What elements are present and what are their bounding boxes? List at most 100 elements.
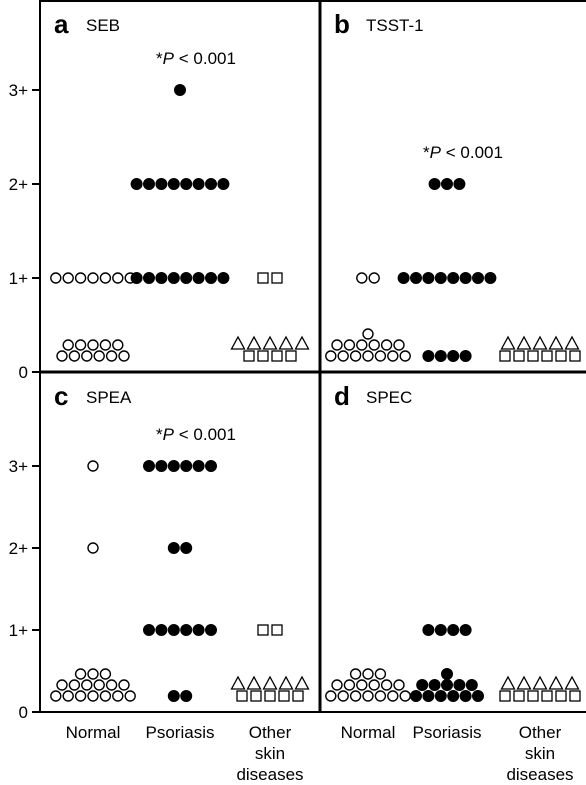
annotation-rest: < 0.001 — [174, 425, 236, 444]
x-category-label: Other skin diseases — [236, 723, 303, 784]
annotation-p: P — [430, 143, 442, 162]
significance-annotation: *P < 0.001 — [156, 49, 236, 68]
data-point-psoriasis — [180, 272, 193, 284]
data-point-psoriasis — [428, 679, 441, 691]
y-tick-label: 2+ — [9, 539, 28, 558]
data-point-other-triangle — [564, 675, 580, 690]
data-point-other-square — [243, 350, 255, 362]
data-point-psoriasis — [434, 624, 447, 636]
data-point-psoriasis — [434, 690, 447, 702]
data-point-normal — [87, 339, 99, 351]
data-point-psoriasis — [180, 690, 193, 702]
data-point-normal — [112, 272, 124, 284]
annotation-rest: < 0.001 — [174, 49, 236, 68]
data-point-normal — [105, 679, 118, 691]
data-point-psoriasis — [428, 178, 441, 190]
data-point-normal — [62, 690, 74, 702]
data-point-normal — [393, 339, 405, 351]
data-point-psoriasis — [459, 624, 472, 636]
data-point-psoriasis — [192, 624, 205, 636]
significance-annotation: *P < 0.001 — [156, 425, 236, 444]
data-point-psoriasis — [447, 272, 460, 284]
data-point-psoriasis — [441, 178, 453, 190]
data-point-normal — [87, 668, 99, 680]
data-point-normal — [87, 272, 99, 284]
data-point-normal — [105, 350, 118, 362]
data-point-normal — [68, 679, 81, 691]
data-point-normal — [93, 350, 105, 362]
data-point-other-triangle — [532, 675, 548, 690]
data-point-normal — [50, 690, 62, 702]
annotation-star: * — [156, 49, 163, 68]
data-point-other-triangle — [516, 335, 532, 350]
data-point-normal — [380, 339, 393, 351]
data-point-psoriasis — [465, 679, 478, 691]
data-point-normal — [337, 350, 349, 362]
data-point-normal — [325, 690, 337, 702]
data-point-normal — [74, 272, 87, 284]
x-category-label-line: Normal — [341, 723, 396, 742]
data-point-psoriasis — [192, 272, 205, 284]
data-point-psoriasis — [143, 624, 155, 636]
data-point-other-triangle — [278, 335, 294, 350]
data-point-normal — [374, 350, 387, 362]
data-point-psoriasis — [180, 460, 193, 472]
data-point-normal — [331, 679, 343, 691]
data-point-normal — [362, 690, 374, 702]
data-point-normal — [68, 350, 81, 362]
data-point-normal — [387, 350, 399, 362]
data-point-other-square — [499, 690, 511, 702]
data-point-normal — [112, 690, 124, 702]
data-point-psoriasis — [143, 178, 155, 190]
panel-title: SPEA — [86, 388, 132, 407]
data-point-psoriasis — [447, 350, 460, 362]
panel-letter: a — [54, 9, 69, 39]
data-point-normal — [349, 350, 362, 362]
data-point-psoriasis — [453, 679, 466, 691]
data-point-other-square — [292, 690, 304, 702]
data-point-normal — [112, 339, 124, 351]
x-category-label-line: skin — [525, 744, 555, 763]
data-point-psoriasis — [422, 350, 435, 362]
data-point-normal — [74, 339, 87, 351]
data-point-normal — [62, 272, 74, 284]
data-point-psoriasis — [192, 460, 205, 472]
data-point-psoriasis — [130, 272, 143, 284]
data-point-psoriasis — [217, 178, 230, 190]
data-point-other-square — [569, 690, 581, 702]
data-point-other-square — [257, 350, 269, 362]
data-point-psoriasis — [155, 178, 168, 190]
data-point-psoriasis — [167, 272, 180, 284]
panel-title: SPEC — [366, 388, 412, 407]
data-point-other-square — [555, 690, 567, 702]
data-point-other-square — [513, 350, 525, 362]
data-point-psoriasis — [167, 460, 180, 472]
data-point-psoriasis — [130, 178, 143, 190]
data-point-psoriasis — [410, 272, 422, 284]
data-point-normal — [362, 350, 374, 362]
data-point-normal — [62, 339, 74, 351]
data-point-psoriasis — [167, 178, 180, 190]
data-point-psoriasis — [155, 272, 168, 284]
data-point-normal — [399, 350, 411, 362]
significance-annotation: *P < 0.001 — [423, 143, 503, 162]
x-category-label: Psoriasis — [413, 723, 482, 742]
panel-title: SEB — [86, 16, 120, 35]
data-point-other-square — [236, 690, 248, 702]
data-point-psoriasis — [180, 624, 193, 636]
data-point-normal — [325, 350, 337, 362]
annotation-rest: < 0.001 — [441, 143, 503, 162]
data-point-psoriasis — [447, 624, 460, 636]
data-point-other-square — [271, 350, 283, 362]
data-point-psoriasis — [434, 272, 447, 284]
data-point-psoriasis — [167, 624, 180, 636]
data-point-normal — [349, 668, 362, 680]
data-point-normal — [349, 690, 362, 702]
data-point-other-triangle — [294, 335, 310, 350]
data-point-other-square — [278, 690, 290, 702]
data-point-normal — [343, 339, 356, 351]
y-tick-label: 1+ — [9, 621, 28, 640]
data-point-normal — [93, 679, 105, 691]
data-point-psoriasis — [143, 460, 155, 472]
data-point-normal — [124, 690, 136, 702]
